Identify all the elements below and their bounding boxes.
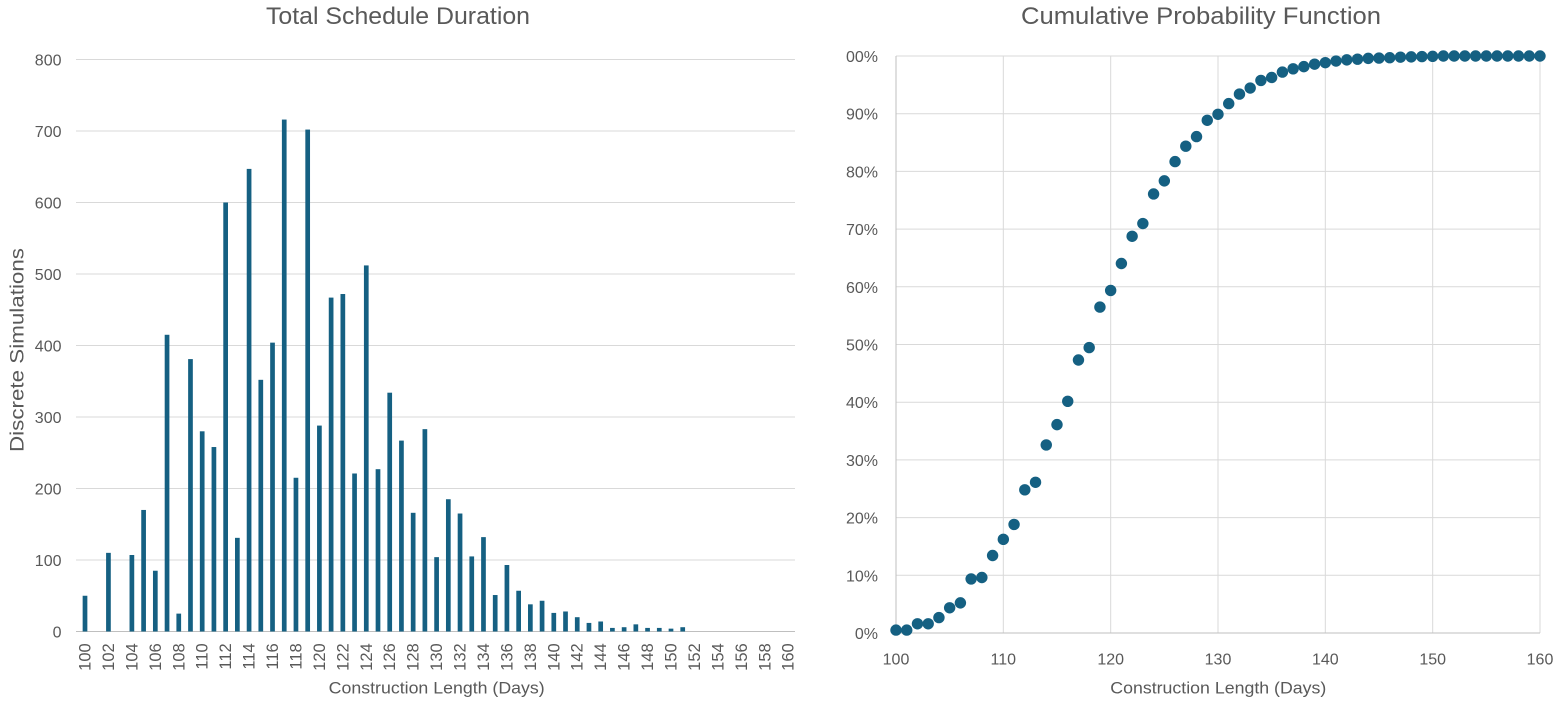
svg-text:100: 100 <box>35 553 62 570</box>
svg-text:700: 700 <box>35 124 62 141</box>
svg-text:0%: 0% <box>855 626 878 643</box>
svg-text:142: 142 <box>569 643 587 671</box>
svg-text:108: 108 <box>170 643 188 671</box>
svg-text:150: 150 <box>663 643 681 671</box>
svg-text:160: 160 <box>780 643 798 671</box>
svg-text:156: 156 <box>733 643 751 671</box>
svg-text:134: 134 <box>475 643 493 671</box>
svg-text:50%: 50% <box>846 338 878 355</box>
svg-text:152: 152 <box>686 643 704 671</box>
svg-text:116: 116 <box>264 643 282 669</box>
svg-text:144: 144 <box>592 643 610 671</box>
svg-text:130: 130 <box>428 643 446 671</box>
svg-text:120: 120 <box>311 643 329 671</box>
svg-text:122: 122 <box>334 643 352 671</box>
svg-text:102: 102 <box>100 643 118 671</box>
svg-text:Construction Length (Days): Construction Length (Days) <box>329 679 545 698</box>
svg-text:132: 132 <box>452 643 470 671</box>
svg-text:106: 106 <box>147 643 165 671</box>
svg-text:118: 118 <box>287 643 305 669</box>
svg-text:60%: 60% <box>846 280 878 297</box>
svg-text:800: 800 <box>35 53 62 70</box>
svg-text:126: 126 <box>381 643 399 671</box>
svg-text:Cumulative Probability Functio: Cumulative Probability Function <box>1021 3 1381 30</box>
svg-text:300: 300 <box>35 410 62 427</box>
svg-text:110: 110 <box>194 643 212 669</box>
svg-text:128: 128 <box>405 643 423 671</box>
svg-text:500: 500 <box>35 267 62 284</box>
svg-text:30%: 30% <box>846 453 878 470</box>
svg-text:80%: 80% <box>846 164 878 181</box>
svg-text:100: 100 <box>883 651 910 668</box>
svg-text:0: 0 <box>53 625 62 642</box>
svg-text:130: 130 <box>1205 651 1232 668</box>
svg-text:138: 138 <box>522 643 540 671</box>
svg-text:120: 120 <box>1097 651 1124 668</box>
svg-text:114: 114 <box>241 643 259 669</box>
svg-text:124: 124 <box>358 643 376 671</box>
svg-text:158: 158 <box>756 643 774 671</box>
svg-text:00%: 00% <box>846 49 878 66</box>
svg-text:100: 100 <box>77 643 95 671</box>
svg-text:104: 104 <box>123 643 141 671</box>
svg-text:70%: 70% <box>846 222 878 239</box>
svg-text:136: 136 <box>498 643 516 671</box>
svg-text:600: 600 <box>35 196 62 213</box>
svg-text:146: 146 <box>616 643 634 671</box>
svg-text:110: 110 <box>991 651 1017 668</box>
svg-text:400: 400 <box>35 339 62 356</box>
svg-text:148: 148 <box>639 643 657 671</box>
svg-text:10%: 10% <box>846 568 878 585</box>
svg-text:200: 200 <box>35 482 62 499</box>
svg-text:Total Schedule Duration: Total Schedule Duration <box>266 3 530 30</box>
svg-text:150: 150 <box>1419 651 1446 668</box>
svg-text:160: 160 <box>1527 651 1554 668</box>
svg-text:140: 140 <box>545 643 563 671</box>
svg-text:112: 112 <box>217 643 235 669</box>
svg-text:40%: 40% <box>846 395 878 412</box>
svg-text:Construction Length (Days): Construction Length (Days) <box>1110 679 1326 698</box>
svg-text:Discrete Simulations: Discrete Simulations <box>8 248 29 452</box>
svg-text:20%: 20% <box>846 511 878 528</box>
svg-text:90%: 90% <box>846 107 878 124</box>
svg-text:140: 140 <box>1312 651 1339 668</box>
svg-text:154: 154 <box>709 643 727 671</box>
